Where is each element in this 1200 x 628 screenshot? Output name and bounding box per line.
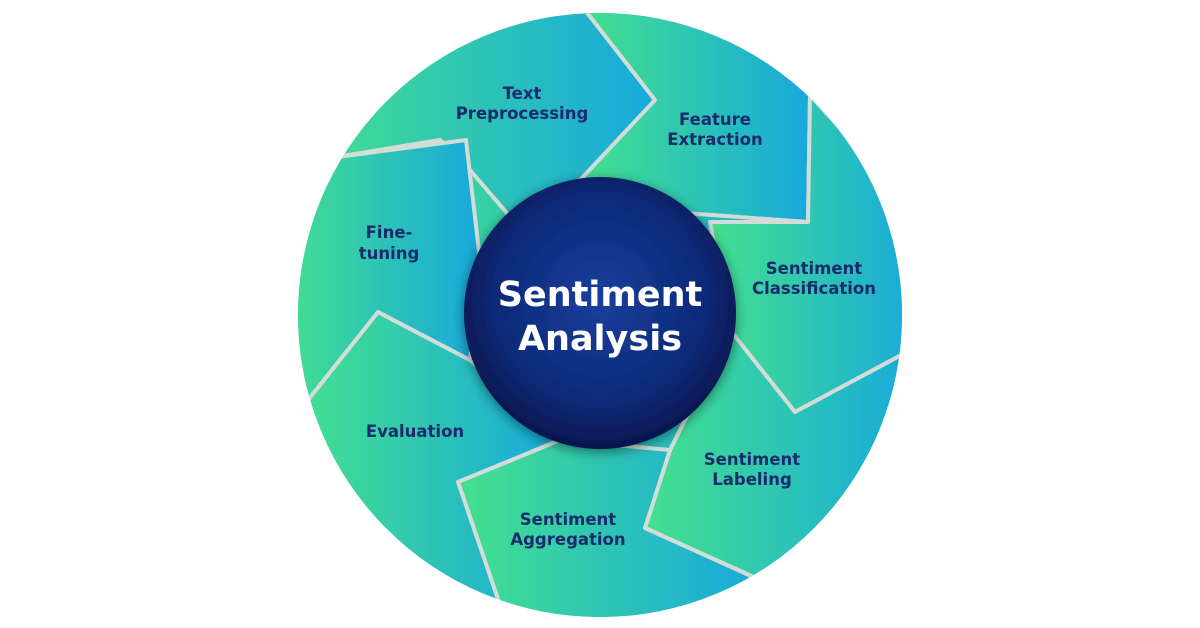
stage-label-sentiment-classification: Sentiment xyxy=(766,259,862,278)
stage-label-text-preprocessing-2: Preprocessing xyxy=(456,104,589,123)
stage-label-evaluation: Evaluation xyxy=(366,422,464,441)
segment-fine-tuning xyxy=(298,138,482,412)
hub-title-line-2: Analysis xyxy=(518,319,682,359)
stage-label-sentiment-labeling-2: Labeling xyxy=(712,470,792,489)
stage-label-sentiment-aggregation: Sentiment xyxy=(520,510,616,529)
stage-label-fine-tuning-2: tuning xyxy=(359,244,420,263)
stage-label-sentiment-classification-2: Classification xyxy=(752,279,876,298)
center-hub xyxy=(464,177,736,449)
stage-label-fine-tuning: Fine- xyxy=(366,223,413,242)
hub-title-line-1: Sentiment xyxy=(498,275,702,315)
stage-label-feature-extraction: Feature xyxy=(679,110,751,129)
stage-label-feature-extraction-2: Extraction xyxy=(667,130,762,149)
stage-label-sentiment-aggregation-2: Aggregation xyxy=(510,530,625,549)
stage-label-text-preprocessing: Text xyxy=(503,84,542,103)
stage-label-sentiment-labeling: Sentiment xyxy=(704,450,800,469)
